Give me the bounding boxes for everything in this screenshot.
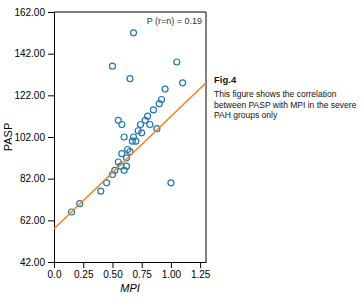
x-axis-tick: 1.25 [191,262,211,280]
scatter-point [147,122,153,128]
plot-frame [54,12,206,13]
y-axis-tick-mark [48,137,54,138]
x-axis-tick-mark [54,262,55,268]
y-axis: 42.00 62.00 82.00 102.00 122.00 142.00 162.00 [14,7,54,268]
y-axis-tick-label: 82.00 [20,173,45,184]
x-axis-line [55,262,207,263]
plot-frame [206,12,207,262]
y-axis-tick-label: 62.00 [20,215,45,226]
y-axis-tick-mark [48,12,54,13]
scatter-point [159,97,165,103]
y-axis-tick-mark [48,262,54,263]
x-axis-tick-label: 0.50 [103,269,123,280]
x-axis-title: MPI [120,282,140,294]
x-axis-tick-mark [171,262,172,268]
x-axis-tick-mark [112,262,113,268]
y-axis-tick: 42.00 [20,257,54,268]
x-axis-tick-label: 0.0 [48,269,62,280]
y-axis-tick-label: 162.00 [14,7,45,18]
x-axis-tick-label: 1.25 [191,269,211,280]
scatter-point [145,113,151,119]
scatter-point [139,130,145,136]
scatter-point [127,76,133,82]
y-axis-tick: 62.00 [20,215,54,226]
x-axis-tick-label: 0.75 [132,269,152,280]
caption-line: PAH groups only [214,110,278,120]
regression-line [54,83,206,229]
scatter-point [168,180,174,186]
y-axis-tick: 82.00 [20,173,54,184]
y-axis-tick-label: 42.00 [20,257,45,268]
plot: 0.0 0.25 0.50 0.75 1.00 1.25 42.00 62.00 82.00 10… [14,7,210,280]
x-axis-tick: 0.0 [48,262,62,280]
y-axis-tick: 122.00 [14,90,54,101]
y-axis-tick-label: 142.00 [14,48,45,59]
scatter-point [150,107,156,113]
marks [54,30,206,229]
scatter-point [133,138,139,144]
x-axis-tick-mark [142,262,143,268]
x-axis-tick-mark [83,262,84,268]
caption-text: This figure shows the correlationbetween… [214,89,357,120]
scatter-series [69,30,186,215]
x-axis-tick-label: 0.25 [74,269,94,280]
scatter-point [98,188,104,194]
x-axis-tick-label: 1.00 [162,269,182,280]
x-axis-tick: 0.25 [74,262,94,280]
scatter-point [121,134,127,140]
y-axis-title: PASP [2,123,14,152]
x-axis-tick-mark [200,262,201,268]
caption-line: This figure shows the correlation [214,89,337,99]
y-axis-tick: 102.00 [14,132,54,143]
scatter-point [180,80,186,86]
y-axis-line [54,13,55,263]
x-axis: 0.0 0.25 0.50 0.75 1.00 1.25 [48,262,211,280]
scatter-point [174,59,180,65]
y-axis-tick-label: 122.00 [14,90,45,101]
x-axis-tick: 0.75 [132,262,152,280]
y-axis-tick: 162.00 [14,7,54,18]
y-axis-tick: 142.00 [14,48,54,59]
scatter-point [131,30,137,36]
x-axis-tick: 1.00 [162,262,182,280]
y-axis-tick-mark [48,54,54,55]
y-axis-tick-mark [48,95,54,96]
caption-line: between PASP with MPI in the severe [214,100,357,110]
annotation: P (r=n) = 0.19 [147,16,202,26]
y-axis-tick-mark [48,179,54,180]
chart: 0.0 0.25 0.50 0.75 1.00 1.25 42.00 62.00 82.00 10… [0,0,364,298]
scatter-point [109,63,115,69]
caption-label: Fig.4 [214,74,237,85]
y-axis-tick-label: 102.00 [14,132,45,143]
x-axis-tick: 0.50 [103,262,123,280]
scatter-point [162,86,168,92]
scatter-point [119,122,125,128]
y-axis-tick-mark [48,220,54,221]
scatter-point [124,163,130,169]
